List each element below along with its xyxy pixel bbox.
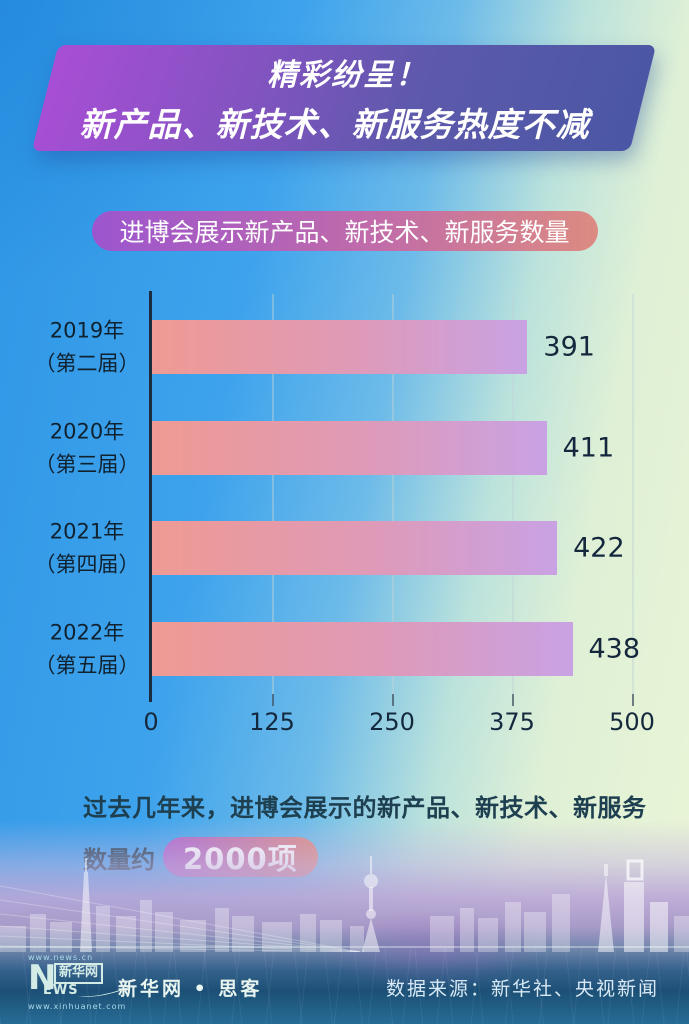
bar-2022	[152, 622, 573, 676]
logo-letters-ews: EWS	[43, 983, 79, 998]
bar-row-2019: 2019年 （第二届） 391	[0, 318, 689, 375]
logo-letter-n: N	[28, 958, 57, 998]
bar-value-2020: 411	[562, 432, 615, 464]
logo-swoosh-icon	[76, 985, 134, 997]
x-tick-375	[512, 694, 514, 706]
title-line-1: 精彩纷呈！	[265, 58, 434, 93]
category-session: （第五届）	[34, 653, 140, 677]
x-axis-label-375: 375	[489, 708, 535, 736]
category-label-2020: 2020年 （第三届）	[18, 415, 156, 480]
category-label-2022: 2022年 （第五届）	[18, 616, 156, 681]
bar-2021	[152, 521, 558, 575]
footer-divider-line	[0, 946, 689, 948]
bar-value-2022: 438	[588, 633, 641, 665]
xinhuanet-logo: www.news.cn N 新华网 EWS www.xinhuanet.com	[28, 953, 248, 1011]
bar-value-2019: 391	[543, 331, 595, 363]
x-axis-label-0: 0	[143, 708, 159, 736]
chart-title-pill: 进博会展示新产品、新技术、新服务数量	[91, 211, 598, 251]
gridline-375	[512, 294, 514, 694]
title-line-2: 新产品、新技术、新服务热度不减	[77, 105, 598, 144]
bar-row-2020: 2020年 （第三届） 411	[0, 419, 689, 476]
logo-mark: N 新华网 EWS	[28, 958, 248, 1001]
x-axis-label-500: 500	[609, 708, 655, 736]
bar-value-2021: 422	[573, 532, 625, 564]
bottom-gradient-band	[0, 820, 689, 1024]
title-banner: 精彩纷呈！ 新产品、新技术、新服务热度不减	[31, 45, 657, 151]
category-label-2021: 2021年 （第四届）	[18, 515, 156, 580]
category-year: 2022年	[49, 620, 125, 645]
x-axis-label-250: 250	[369, 708, 415, 736]
bar-row-2021: 2021年 （第四届） 422	[0, 519, 689, 576]
bar-2019	[152, 320, 528, 374]
summary-line-1: 过去几年来，进博会展示的新产品、新技术、新服务	[83, 794, 647, 822]
category-session: （第二届）	[34, 351, 140, 375]
bar-2020	[152, 421, 547, 475]
category-session: （第四届）	[34, 552, 140, 576]
category-session: （第三届）	[34, 452, 140, 476]
bar-row-2022: 2022年 （第五届） 438	[0, 620, 689, 677]
y-axis-line	[149, 291, 152, 702]
category-year: 2021年	[49, 519, 125, 544]
x-tick-125	[272, 694, 274, 706]
data-source-text: 数据来源：新华社、央视新闻	[385, 978, 659, 1000]
bar-chart: 2019年 （第二届） 391 2020年 （第三届） 411 2021年 （第…	[0, 290, 689, 740]
logo-xinhua-box: 新华网	[54, 963, 104, 984]
gridline-125	[272, 294, 274, 694]
footer-mesh-pattern	[0, 948, 689, 1024]
x-axis-label-125: 125	[249, 708, 295, 736]
category-label-2019: 2019年 （第二届）	[18, 314, 156, 379]
footer-brand-text: 新华网 • 思客	[118, 978, 263, 1000]
city-skyline-illustration	[0, 856, 689, 952]
logo-url-bottom: www.xinhuanet.com	[28, 1002, 127, 1011]
category-year: 2020年	[49, 419, 125, 444]
gridline-500	[632, 294, 634, 694]
x-tick-500	[632, 694, 634, 706]
gridline-250	[392, 294, 394, 694]
x-tick-250	[392, 694, 394, 706]
logo-url-top: www.news.cn	[28, 953, 94, 962]
category-year: 2019年	[49, 318, 125, 343]
